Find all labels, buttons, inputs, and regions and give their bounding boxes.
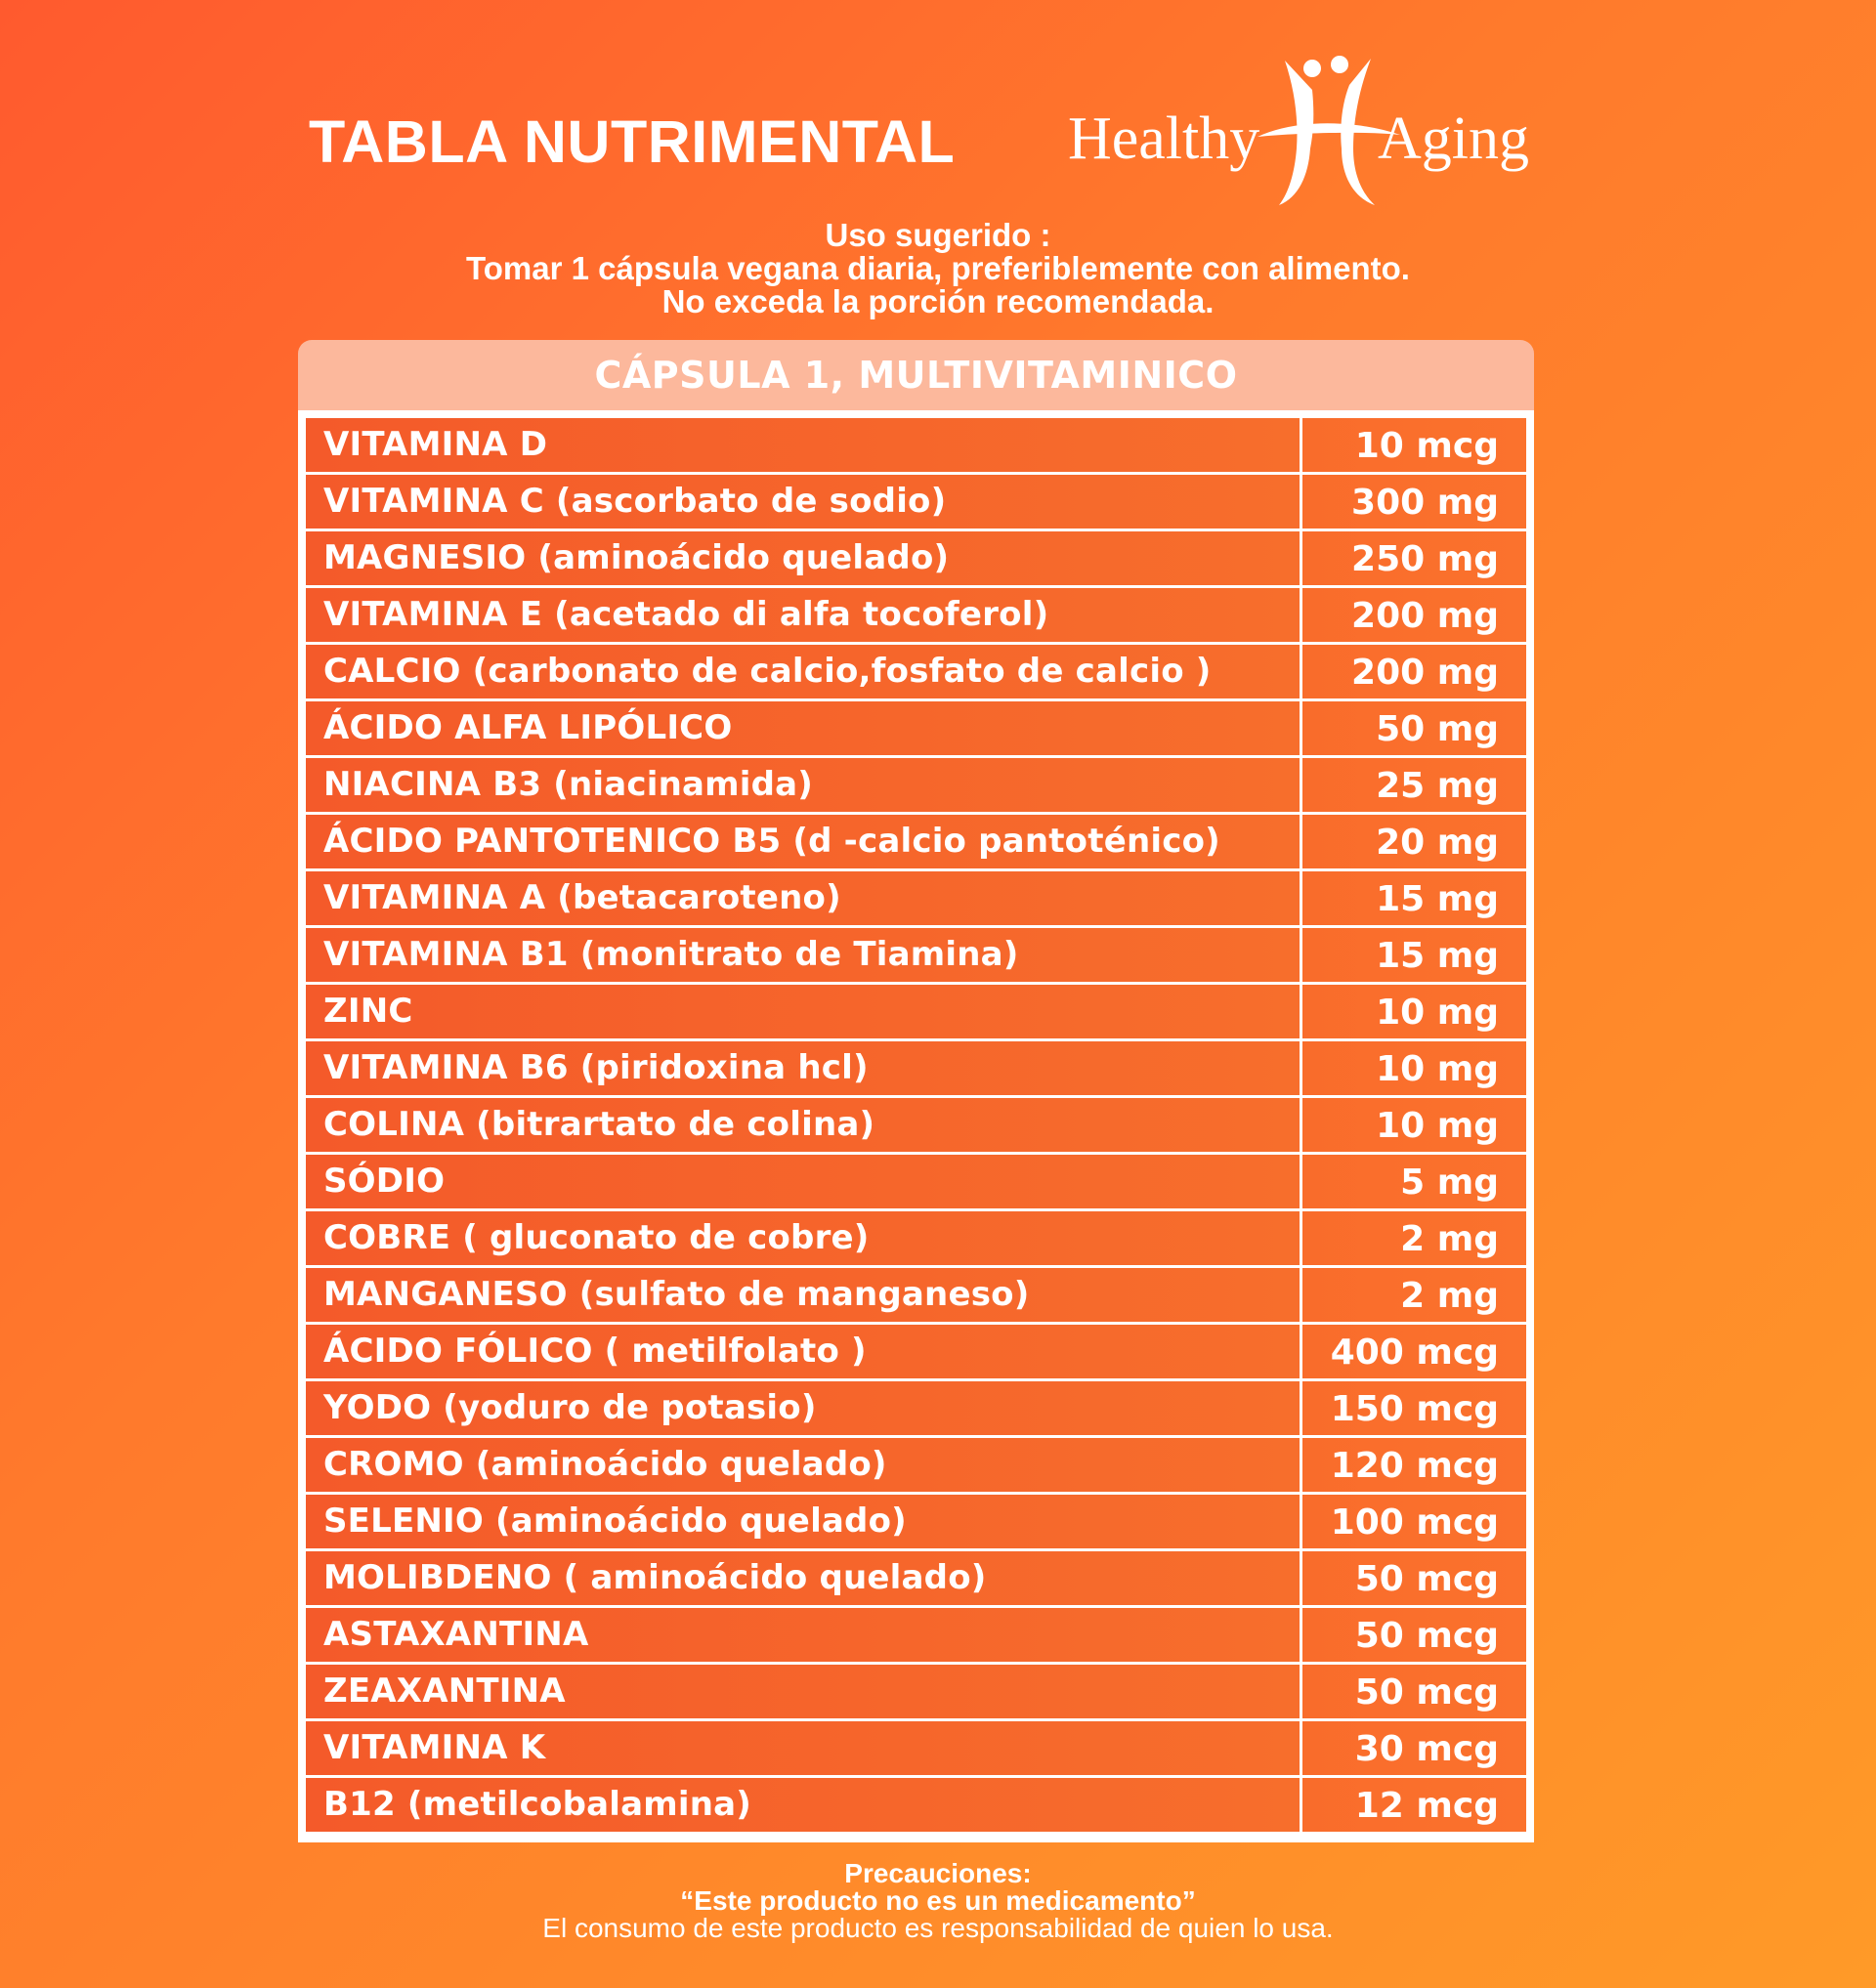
nutrient-name: CALCIO (carbonato de calcio,fosfato de c… xyxy=(306,645,1300,698)
precautions-quote: “Este producto no es un medicamento” xyxy=(680,1885,1196,1916)
table-row: MANGANESO (sulfato de manganeso) 2 mg xyxy=(306,1268,1526,1322)
nutrient-name: YODO (yoduro de potasio) xyxy=(306,1381,1300,1435)
nutrient-amount: 10 mg xyxy=(1302,985,1526,1038)
nutrient-name: ZEAXANTINA xyxy=(306,1665,1300,1718)
table-row: MOLIBDENO ( aminoácido quelado) 50 mcg xyxy=(306,1551,1526,1605)
nutrient-name: MANGANESO (sulfato de manganeso) xyxy=(306,1268,1300,1322)
table-row: VITAMINA K 30 mcg xyxy=(306,1721,1526,1775)
nutrient-name: ÁCIDO PANTOTENICO B5 (d -calcio pantotén… xyxy=(306,815,1300,868)
table-heading: CÁPSULA 1, MULTIVITAMINICO xyxy=(594,354,1238,397)
precautions-title: Precauciones: xyxy=(844,1858,1032,1888)
table-row: CALCIO (carbonato de calcio,fosfato de c… xyxy=(306,645,1526,698)
nutrient-amount: 10 mg xyxy=(1302,1098,1526,1152)
nutrient-name: ZINC xyxy=(306,985,1300,1038)
nutrient-amount: 2 mg xyxy=(1302,1268,1526,1322)
nutrient-amount: 2 mg xyxy=(1302,1211,1526,1265)
usage-line-1: Tomar 1 cápsula vegana diaria, preferibl… xyxy=(466,250,1410,286)
table-row: CROMO (aminoácido quelado) 120 mcg xyxy=(306,1438,1526,1492)
nutrient-name: VITAMINA K xyxy=(306,1721,1300,1775)
table-row: VITAMINA D 10 mcg xyxy=(306,418,1526,472)
nutrient-name: COBRE ( gluconato de cobre) xyxy=(306,1211,1300,1265)
table-row: SÓDIO 5 mg xyxy=(306,1155,1526,1208)
table-row: ÁCIDO PANTOTENICO B5 (d -calcio pantotén… xyxy=(306,815,1526,868)
healthy-aging-figures-icon xyxy=(1258,56,1400,205)
table-row: MAGNESIO (aminoácido quelado) 250 mg xyxy=(306,531,1526,585)
usage-line-2: No exceda la porción recomendada. xyxy=(661,283,1215,319)
table-row: ÁCIDO ALFA LIPÓLICO 50 mg xyxy=(306,701,1526,755)
nutrient-amount: 200 mg xyxy=(1302,645,1526,698)
precautions: Precauciones: “Este producto no es un me… xyxy=(0,1860,1876,1942)
nutrient-name: SÓDIO xyxy=(306,1155,1300,1208)
nutrient-amount: 15 mg xyxy=(1302,928,1526,982)
nutrient-amount: 5 mg xyxy=(1302,1155,1526,1208)
nutrient-name: CROMO (aminoácido quelado) xyxy=(306,1438,1300,1492)
nutrient-amount: 120 mcg xyxy=(1302,1438,1526,1492)
nutrient-name: ÁCIDO FÓLICO ( metilfolato ) xyxy=(306,1325,1300,1378)
nutrient-amount: 15 mg xyxy=(1302,871,1526,925)
table-row: NIACINA B3 (niacinamida) 25 mg xyxy=(306,758,1526,812)
table-row: ÁCIDO FÓLICO ( metilfolato ) 400 mcg xyxy=(306,1325,1526,1378)
table-header: CÁPSULA 1, MULTIVITAMINICO xyxy=(298,340,1534,412)
nutrient-amount: 150 mcg xyxy=(1302,1381,1526,1435)
nutrient-name: VITAMINA B6 (piridoxina hcl) xyxy=(306,1041,1300,1095)
nutrient-amount: 200 mg xyxy=(1302,588,1526,642)
table-row: ASTAXANTINA 50 mcg xyxy=(306,1608,1526,1662)
nutrient-amount: 50 mcg xyxy=(1302,1665,1526,1718)
table-row: B12 (metilcobalamina) 12 mcg xyxy=(306,1778,1526,1832)
table-row: VITAMINA E (acetado di alfa tocoferol) 20… xyxy=(306,588,1526,642)
nutrient-amount: 50 mcg xyxy=(1302,1608,1526,1662)
nutrient-amount: 300 mg xyxy=(1302,475,1526,529)
brand-word-aging: Aging xyxy=(1378,106,1529,172)
table-row: SELENIO (aminoácido quelado) 100 mcg xyxy=(306,1495,1526,1548)
nutrient-name: MOLIBDENO ( aminoácido quelado) xyxy=(306,1551,1300,1605)
nutrient-name: VITAMINA E (acetado di alfa tocoferol) xyxy=(306,588,1300,642)
brand-word-healthy: Healthy xyxy=(1068,106,1260,172)
table-body: VITAMINA D 10 mcg VITAMINA C (ascorbato de… xyxy=(298,410,1534,1842)
nutrition-table: CÁPSULA 1, MULTIVITAMINICO VITAMINA D 10 … xyxy=(298,340,1534,1842)
nutrient-name: COLINA (bitrartato de colina) xyxy=(306,1098,1300,1152)
nutrient-amount: 50 mg xyxy=(1302,701,1526,755)
nutrient-name: ÁCIDO ALFA LIPÓLICO xyxy=(306,701,1300,755)
usage-title: Uso sugerido : xyxy=(825,217,1051,253)
nutrient-name: MAGNESIO (aminoácido quelado) xyxy=(306,531,1300,585)
table-row: YODO (yoduro de potasio) 150 mcg xyxy=(306,1381,1526,1435)
table-row: COLINA (bitrartato de colina) 10 mg xyxy=(306,1098,1526,1152)
nutrient-name: VITAMINA D xyxy=(306,418,1300,472)
nutrient-amount: 50 mcg xyxy=(1302,1551,1526,1605)
brand-logo: Healthy Aging xyxy=(1065,51,1544,207)
nutrient-amount: 12 mcg xyxy=(1302,1778,1526,1832)
nutrient-name: ASTAXANTINA xyxy=(306,1608,1300,1662)
table-row: VITAMINA B1 (monitrato de Tiamina) 15 mg xyxy=(306,928,1526,982)
nutrient-name: B12 (metilcobalamina) xyxy=(306,1778,1300,1832)
nutrient-name: SELENIO (aminoácido quelado) xyxy=(306,1495,1300,1548)
table-row: VITAMINA C (ascorbato de sodio) 300 mg xyxy=(306,475,1526,529)
table-rows: VITAMINA D 10 mcg VITAMINA C (ascorbato de… xyxy=(306,418,1526,1835)
nutrient-amount: 10 mcg xyxy=(1302,418,1526,472)
nutrient-amount: 30 mcg xyxy=(1302,1721,1526,1775)
nutrient-amount: 250 mg xyxy=(1302,531,1526,585)
table-row: VITAMINA A (betacaroteno) 15 mg xyxy=(306,871,1526,925)
nutrient-name: NIACINA B3 (niacinamida) xyxy=(306,758,1300,812)
nutrient-name: VITAMINA B1 (monitrato de Tiamina) xyxy=(306,928,1300,982)
nutrient-amount: 25 mg xyxy=(1302,758,1526,812)
table-row: ZINC 10 mg xyxy=(306,985,1526,1038)
page-title: TABLA NUTRIMENTAL xyxy=(309,108,956,175)
nutrient-amount: 10 mg xyxy=(1302,1041,1526,1095)
precautions-text: El consumo de este producto es responsab… xyxy=(542,1913,1334,1943)
nutrient-amount: 100 mcg xyxy=(1302,1495,1526,1548)
table-row: ZEAXANTINA 50 mcg xyxy=(306,1665,1526,1718)
table-row: COBRE ( gluconato de cobre) 2 mg xyxy=(306,1211,1526,1265)
nutrient-name: VITAMINA C (ascorbato de sodio) xyxy=(306,475,1300,529)
table-row: VITAMINA B6 (piridoxina hcl) 10 mg xyxy=(306,1041,1526,1095)
nutrient-name: VITAMINA A (betacaroteno) xyxy=(306,871,1300,925)
usage-instructions: Uso sugerido : Tomar 1 cápsula vegana di… xyxy=(0,219,1876,318)
nutrient-amount: 400 mcg xyxy=(1302,1325,1526,1378)
nutrient-amount: 20 mg xyxy=(1302,815,1526,868)
